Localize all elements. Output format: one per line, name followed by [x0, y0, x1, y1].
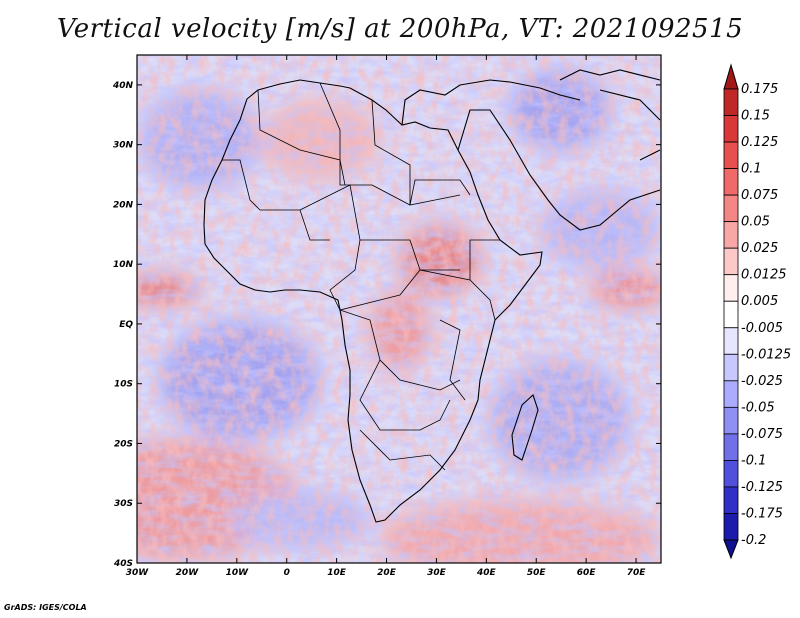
- lon-tick-label: 40E: [476, 568, 497, 578]
- lat-tick-label: 20N: [113, 200, 134, 210]
- lat-tick-label: 30N: [113, 141, 134, 151]
- map-title: Vertical velocity [m/s] at 200hPa, VT: 2…: [56, 14, 744, 44]
- lon-tick-label: 20E: [377, 568, 397, 578]
- colorbar-segment: [723, 88, 739, 116]
- colorbar-segment: [723, 141, 739, 169]
- lon-tick-label: 10E: [327, 568, 347, 578]
- colorbar-label: -0.05: [741, 400, 775, 415]
- lon-tick-label: 20W: [176, 568, 200, 578]
- lon-tick-label: 10W: [226, 568, 250, 578]
- colorbar-segment: [723, 406, 739, 435]
- colorbar-label: 0.0125: [741, 268, 787, 283]
- colorbar-label: 0.025: [741, 241, 778, 256]
- colorbar-segment: [723, 486, 739, 514]
- lat-tick-label: 10N: [113, 260, 134, 270]
- colorbar-label: -0.005: [741, 321, 783, 336]
- colorbar-segment: [723, 221, 739, 249]
- lat-tick-label: 30S: [114, 499, 133, 509]
- colorbar-label: -0.2: [741, 533, 766, 548]
- velocity-field: [137, 55, 661, 563]
- lat-tick-label: EQ: [119, 320, 133, 330]
- country-borders: [222, 82, 500, 471]
- lon-tick-label: 50E: [527, 568, 547, 578]
- colorbar-label: 0.125: [741, 135, 778, 150]
- colorbar-segment: [723, 460, 739, 488]
- colorbar-label: 0.005: [741, 294, 778, 309]
- colorbar-label: 0.05: [741, 215, 770, 230]
- coastline: [203, 69, 661, 523]
- lat-tick-label: 40N: [112, 81, 134, 91]
- colorbar-segment: [723, 513, 739, 541]
- colorbar-segment: [723, 433, 739, 461]
- lon-tick-label: 0: [284, 568, 290, 578]
- colorbar-label: -0.0125: [741, 347, 791, 362]
- colorbar-label: -0.175: [741, 506, 783, 521]
- colorbar-label: 0.15: [741, 109, 770, 124]
- colorbar-segment: [723, 168, 739, 196]
- colorbar-label: -0.075: [741, 427, 783, 442]
- colorbar-segment: [723, 247, 739, 276]
- colorbar-segment: [723, 353, 739, 382]
- colorbar-segment: [723, 327, 739, 355]
- colorbar-label: 0.075: [741, 188, 778, 203]
- lat-tick-label: 40S: [113, 559, 133, 569]
- colorbar-arrow-max: [723, 63, 739, 90]
- lat-tick-label: 10S: [114, 380, 133, 390]
- longitude-ticks: 30W 20W 10W 0 10E 20E 30E 40E 50E 60E 70E: [126, 55, 646, 578]
- lat-tick-label: 20S: [114, 439, 133, 449]
- lon-tick-label: 30W: [126, 568, 150, 578]
- grads-credit: GrADS: IGES/COLA: [4, 603, 87, 612]
- lon-tick-label: 70E: [627, 568, 647, 578]
- latitude-ticks: 40S 30S 20S 10S EQ 10N 20N 30N 40N: [112, 81, 661, 569]
- colorbar-segment: [723, 380, 739, 408]
- colorbar-label: -0.1: [741, 453, 766, 468]
- colorbar-label: -0.125: [741, 480, 783, 495]
- colorbar: 0.175 0.15 0.125 0.1 0.075 0.05 0.025 0.0125 0.0…: [723, 63, 791, 560]
- colorbar-segment: [723, 194, 739, 223]
- colorbar-label: -0.025: [741, 374, 783, 389]
- colorbar-arrow-min: [723, 539, 739, 560]
- colorbar-segment: [723, 115, 739, 143]
- colorbar-label: 0.1: [741, 162, 762, 177]
- lon-tick-label: 30E: [427, 568, 447, 578]
- lon-tick-label: 60E: [577, 568, 597, 578]
- map-border: [136, 54, 662, 564]
- colorbar-segment: [723, 274, 739, 302]
- colorbar-segment: [723, 300, 739, 329]
- colorbar-label: 0.175: [741, 82, 778, 97]
